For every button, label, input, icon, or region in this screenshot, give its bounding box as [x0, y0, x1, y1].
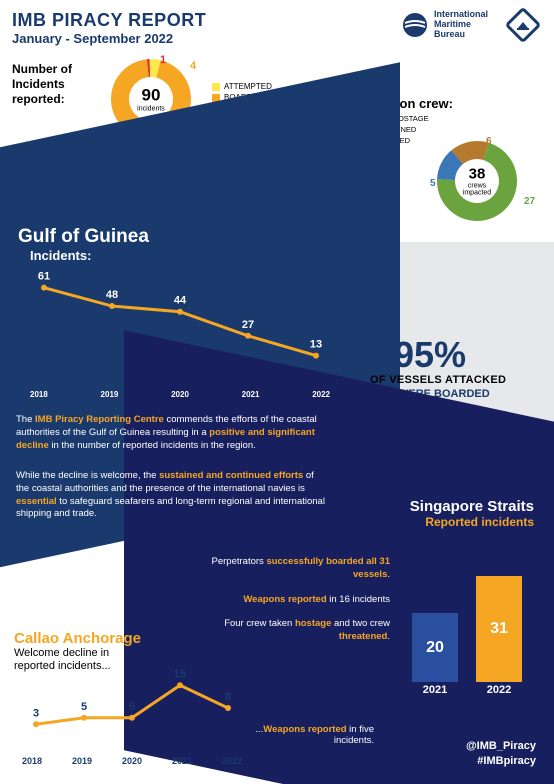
- incidents-hijacked-value: 1: [160, 54, 166, 66]
- highlight: successfully boarded all 31 vessels: [266, 556, 390, 580]
- svg-text:5: 5: [129, 701, 135, 713]
- gog-paragraph-2: While the decline is welcome, the sustai…: [16, 470, 326, 521]
- logo-area: International Maritime Bureau: [402, 10, 536, 40]
- highlight: IMB Piracy Reporting Centre: [35, 414, 164, 425]
- gog-paragraph-1: The IMB Piracy Reporting Centre commends…: [16, 414, 326, 452]
- ship-icon: [516, 18, 530, 32]
- boarded-line1: OF VESSELS ATTACKED: [370, 374, 506, 386]
- impact-assaulted-value: 6: [486, 136, 492, 147]
- svg-text:13: 13: [310, 339, 322, 351]
- impact-hostage-value: 27: [524, 196, 535, 207]
- singapore-title: Singapore Straits: [410, 498, 534, 515]
- svg-text:27: 27: [242, 319, 254, 331]
- txt: in the number of reported incidents in t…: [49, 440, 256, 451]
- svg-text:5: 5: [81, 701, 87, 713]
- txt: to safeguard seafarers and long-term reg…: [16, 496, 325, 520]
- txt: .: [387, 569, 390, 580]
- page: IMB PIRACY REPORT January - September 20…: [0, 0, 554, 784]
- singapore-title-block: Singapore Straits Reported incidents: [410, 498, 534, 529]
- gog-line-chart: 61 48 44 27 13: [30, 268, 330, 388]
- callao-weapons-note: ...Weapons reported in five incidents.: [244, 724, 374, 746]
- impact-donut-center: 38 crews impacted: [463, 166, 491, 197]
- imb-circle-icon: [402, 12, 428, 38]
- incidents-total-unit: incidents: [137, 106, 165, 113]
- svg-text:3: 3: [33, 707, 39, 719]
- highlight: Weapons reported: [243, 594, 326, 605]
- gog-title: Gulf of Guinea: [18, 226, 149, 248]
- txt: The: [16, 414, 35, 425]
- callao-year-axis: 20182019202020212022: [22, 756, 242, 766]
- callao-title: Callao Anchorage: [14, 630, 141, 647]
- impact-total: 38: [463, 166, 491, 183]
- singapore-subtitle: Reported incidents: [410, 515, 534, 529]
- txt: in 16 incidents: [327, 594, 390, 605]
- txt: While the decline is welcome, the: [16, 470, 159, 481]
- callao-line-chart: 3 5 5 15 8: [22, 668, 242, 748]
- gog-year-axis: 20182019202020212022: [30, 390, 330, 399]
- txt: .: [387, 631, 390, 642]
- singapore-notes: Perpetrators successfully boarded all 31…: [200, 556, 390, 656]
- singapore-bar-labels: 20212022: [402, 684, 532, 696]
- impact-donut: 38 crews impacted: [434, 138, 520, 224]
- imb-logo: International Maritime Bureau: [402, 10, 488, 40]
- svg-text:15: 15: [174, 668, 186, 680]
- singapore-bar-chart: 2031: [402, 552, 532, 682]
- svg-text:61: 61: [38, 271, 50, 283]
- incidents-total: 90: [137, 86, 165, 106]
- imb-logo-text: International Maritime Bureau: [434, 10, 488, 40]
- report-title: IMB PIRACY REPORT: [12, 10, 206, 31]
- legend-attempted: ATTEMPTED: [224, 82, 272, 91]
- callao-title-block: Callao Anchorage Welcome decline in repo…: [14, 630, 141, 673]
- txt: Four crew taken: [224, 618, 295, 629]
- highlight: sustained and continued efforts: [159, 470, 303, 481]
- impact-threatened-value: 5: [430, 178, 436, 189]
- svg-text:44: 44: [174, 295, 187, 307]
- txt: Perpetrators: [212, 556, 267, 567]
- social-handles: @IMB_Piracy #IMBpiracy: [466, 739, 536, 768]
- incidents-donut-center: 90 incidents: [137, 86, 165, 113]
- highlight: essential: [16, 496, 57, 507]
- gog-subtitle: Incidents:: [30, 248, 91, 263]
- highlight: hostage: [295, 618, 331, 629]
- header: IMB PIRACY REPORT January - September 20…: [12, 10, 206, 46]
- highlight: threatened: [339, 631, 388, 642]
- svg-text:48: 48: [106, 289, 118, 301]
- diamond-logo: [505, 6, 542, 43]
- twitter-handle: @IMB_Piracy: [466, 739, 536, 753]
- hashtag: #IMBpiracy: [466, 754, 536, 768]
- report-subtitle: January - September 2022: [12, 31, 206, 46]
- incidents-label: Number of Incidents reported:: [12, 62, 72, 107]
- impact-total-unit: crews impacted: [463, 183, 491, 197]
- txt: and two crew: [331, 618, 390, 629]
- boarded-pct: 95%: [394, 334, 466, 376]
- highlight: Weapons reported: [263, 724, 346, 735]
- incidents-attempted-value: 4: [190, 60, 196, 72]
- svg-text:8: 8: [225, 691, 231, 703]
